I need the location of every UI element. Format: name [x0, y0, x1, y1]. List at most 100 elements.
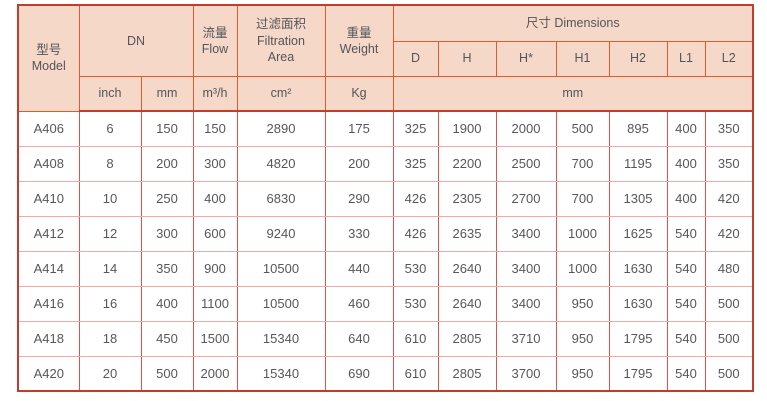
unit-mm: mm — [140, 75, 194, 112]
table-row-a406: A406 6 150 150 2890 175 325 1900 2000 50… — [17, 110, 754, 147]
col-header-h1: H1 — [555, 40, 610, 77]
cell-h1: 950 — [555, 355, 610, 392]
cell-l1: 400 — [666, 110, 706, 147]
cell-weight: 640 — [324, 320, 394, 357]
col-header-area-en2: Area — [267, 49, 295, 64]
spec-table: 型号 Model DN 流量 Flow 过滤面积 Filtration Area… — [17, 4, 754, 392]
cell-h-star: 3400 — [495, 250, 557, 287]
col-header-area-zh: 过滤面积 — [255, 17, 306, 32]
cell-flow: 400 — [192, 180, 238, 217]
cell-h2: 1195 — [608, 145, 668, 182]
unit-weight: Kg — [324, 75, 394, 112]
cell-area: 10500 — [236, 250, 326, 287]
table-row-a408: A408 8 200 300 4820 200 325 2200 2500 70… — [17, 145, 754, 182]
cell-model: A412 — [17, 215, 80, 252]
cell-d: 610 — [392, 320, 439, 357]
cell-d: 530 — [392, 250, 439, 287]
table-row-a412: A412 12 300 600 9240 330 426 2635 3400 1… — [17, 215, 754, 252]
cell-l2: 500 — [704, 355, 754, 392]
cell-h-star: 2700 — [495, 180, 557, 217]
col-header-dn: DN — [78, 4, 194, 77]
cell-mm: 250 — [140, 180, 194, 217]
cell-h2: 1630 — [608, 285, 668, 322]
cell-area: 2890 — [236, 110, 326, 147]
cell-mm: 500 — [140, 355, 194, 392]
cell-weight: 290 — [324, 180, 394, 217]
cell-flow: 1100 — [192, 285, 238, 322]
table-row-a418: A418 18 450 1500 15340 640 610 2805 3710… — [17, 320, 754, 357]
cell-weight: 460 — [324, 285, 394, 322]
cell-l2: 500 — [704, 320, 754, 357]
unit-flow: m³/h — [192, 75, 238, 112]
table-body: A406 6 150 150 2890 175 325 1900 2000 50… — [17, 110, 754, 392]
cell-h1: 1000 — [555, 215, 610, 252]
cell-model: A406 — [17, 110, 80, 147]
cell-l2: 350 — [704, 145, 754, 182]
table-row-a410: A410 10 250 400 6830 290 426 2305 2700 7… — [17, 180, 754, 217]
cell-h2: 895 — [608, 110, 668, 147]
cell-inch: 16 — [78, 285, 142, 322]
cell-h2: 1795 — [608, 320, 668, 357]
cell-d: 325 — [392, 110, 439, 147]
cell-l1: 540 — [666, 320, 706, 357]
cell-h1: 700 — [555, 180, 610, 217]
cell-h2: 1305 — [608, 180, 668, 217]
table-header: 型号 Model DN 流量 Flow 过滤面积 Filtration Area… — [17, 4, 754, 112]
cell-area: 9240 — [236, 215, 326, 252]
cell-h-star: 2000 — [495, 110, 557, 147]
cell-h-star: 3400 — [495, 215, 557, 252]
cell-l1: 400 — [666, 180, 706, 217]
table-row-a420: A420 20 500 2000 15340 690 610 2805 3700… — [17, 355, 754, 392]
cell-l1: 540 — [666, 250, 706, 287]
cell-h-star: 3700 — [495, 355, 557, 392]
cell-flow: 300 — [192, 145, 238, 182]
cell-mm: 300 — [140, 215, 194, 252]
cell-l2: 420 — [704, 215, 754, 252]
cell-d: 426 — [392, 180, 439, 217]
cell-h1: 950 — [555, 320, 610, 357]
cell-inch: 10 — [78, 180, 142, 217]
col-header-model: 型号 Model — [17, 4, 80, 112]
col-header-d: D — [392, 40, 439, 77]
cell-h: 2200 — [437, 145, 497, 182]
unit-dimensions: mm — [392, 75, 754, 112]
col-header-h2: H2 — [608, 40, 668, 77]
cell-l2: 420 — [704, 180, 754, 217]
col-header-area-en1: Filtration — [257, 33, 305, 48]
col-header-l2: L2 — [704, 40, 754, 77]
cell-h2: 1795 — [608, 355, 668, 392]
col-header-weight-en: Weight — [339, 41, 379, 56]
col-header-flow: 流量 Flow — [192, 4, 238, 77]
col-header-filtration-area: 过滤面积 Filtration Area — [236, 4, 326, 77]
cell-l1: 540 — [666, 285, 706, 322]
cell-weight: 440 — [324, 250, 394, 287]
cell-weight: 690 — [324, 355, 394, 392]
cell-h: 2640 — [437, 250, 497, 287]
cell-l1: 540 — [666, 355, 706, 392]
cell-inch: 20 — [78, 355, 142, 392]
cell-model: A418 — [17, 320, 80, 357]
cell-model: A420 — [17, 355, 80, 392]
cell-flow: 600 — [192, 215, 238, 252]
table-row-a414: A414 14 350 900 10500 440 530 2640 3400 … — [17, 250, 754, 287]
cell-h-star: 3400 — [495, 285, 557, 322]
cell-l1: 540 — [666, 215, 706, 252]
cell-mm: 400 — [140, 285, 194, 322]
col-header-flow-zh: 流量 — [202, 25, 228, 40]
cell-h: 2805 — [437, 320, 497, 357]
cell-h1: 1000 — [555, 250, 610, 287]
cell-model: A408 — [17, 145, 80, 182]
col-header-dimensions: 尺寸 Dimensions — [392, 4, 754, 42]
col-header-h: H — [437, 40, 497, 77]
cell-h: 2635 — [437, 215, 497, 252]
unit-inch: inch — [78, 75, 142, 112]
table-row-a416: A416 16 400 1100 10500 460 530 2640 3400… — [17, 285, 754, 322]
unit-area: cm² — [236, 75, 326, 112]
cell-inch: 14 — [78, 250, 142, 287]
col-header-model-en: Model — [31, 59, 66, 74]
cell-inch: 8 — [78, 145, 142, 182]
cell-area: 4820 — [236, 145, 326, 182]
col-header-flow-en: Flow — [201, 41, 229, 56]
cell-weight: 200 — [324, 145, 394, 182]
